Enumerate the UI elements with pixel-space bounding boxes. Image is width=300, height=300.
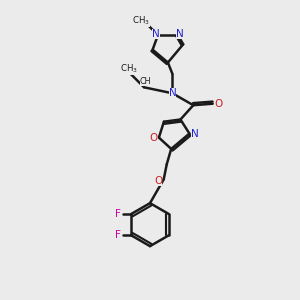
Text: N: N: [176, 28, 184, 39]
Text: CH$_3$: CH$_3$: [132, 14, 150, 27]
Text: F: F: [115, 209, 121, 219]
Text: O: O: [149, 133, 158, 142]
Text: N: N: [152, 28, 160, 39]
Text: CH$_3$: CH$_3$: [120, 62, 138, 75]
Text: N: N: [191, 129, 199, 139]
Text: N: N: [169, 88, 176, 98]
Text: O: O: [214, 99, 222, 109]
Text: F: F: [115, 230, 121, 240]
Text: CH: CH: [140, 77, 151, 86]
Text: O: O: [154, 176, 163, 186]
